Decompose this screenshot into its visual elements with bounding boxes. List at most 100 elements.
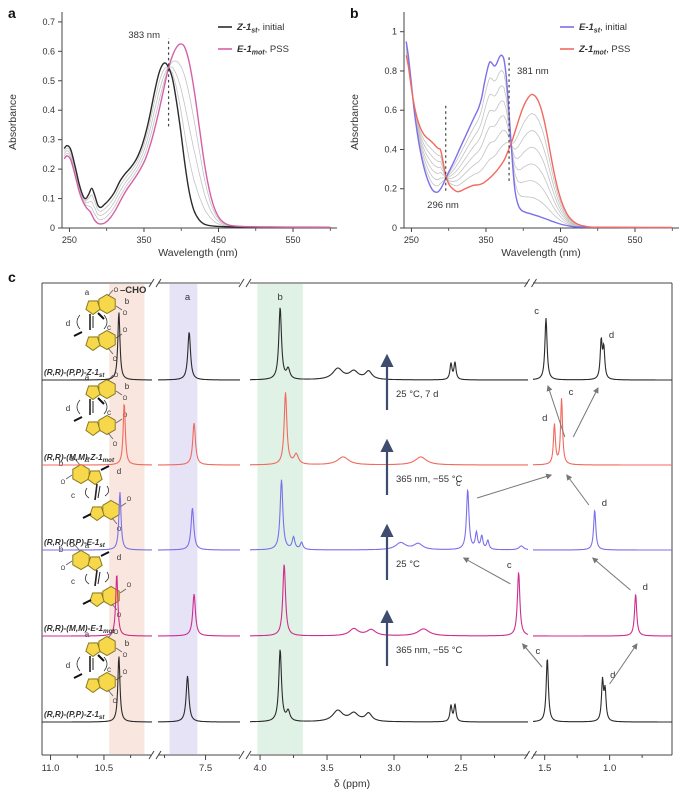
x-tick-label: 550	[627, 235, 642, 245]
intermediate-curve	[63, 60, 331, 228]
ring-pentagon	[85, 300, 101, 316]
ring-hexagon	[98, 414, 116, 436]
legend-entry: Z-1st, initial	[236, 22, 284, 35]
nmr-highlight-bands	[109, 284, 303, 754]
nmr-trace-3: c d (R,R)-(P,P)-E-1st	[42, 478, 672, 551]
ring-hexagon	[72, 549, 90, 571]
axis-break-mark	[531, 750, 537, 760]
panel-b-plot: 0 0.2 0.4 0.6 0.8 1 250 350 450 550	[384, 12, 679, 245]
panel-c-letter: c	[8, 270, 16, 285]
x-tick-label: 2.5	[454, 763, 467, 774]
oxygen-label: O	[123, 396, 128, 402]
y-tick-label: 0.6	[384, 105, 397, 115]
rotation-arc	[104, 485, 109, 497]
highlight-band	[169, 284, 198, 754]
panel-b-absorption-chart: b 0 0.2 0.4 0.6 0.8 1 250 350 450 550 Wavelength …	[349, 5, 679, 259]
methyl-bond	[97, 312, 105, 320]
axle-bond	[94, 569, 98, 587]
nmr-trace-2: d c (R,R)-(M,M)-Z-1mot	[42, 387, 672, 466]
intermediate-curve	[405, 49, 673, 228]
panel-c-x-axis-title: δ (ppm)	[334, 778, 370, 790]
axis-break-mark	[524, 750, 530, 760]
legend-entry: Z-1mot, PSS	[578, 44, 630, 57]
trace-segment	[533, 398, 672, 466]
y-tick-label: 0.6	[42, 46, 55, 56]
trace-segment	[250, 392, 528, 466]
struct-label-c: c	[71, 491, 75, 500]
oxygen-label: O	[127, 497, 132, 503]
initial-curve	[405, 41, 673, 229]
oxygen-label: O	[61, 566, 66, 572]
y-tick-label: 0.4	[42, 105, 55, 115]
struct-label-c: c	[107, 665, 111, 674]
axis-break-mark	[238, 278, 245, 288]
y-tick-label: 0.1	[42, 194, 55, 204]
oxygen-label: O	[123, 328, 128, 334]
process-condition-label: 365 nm, −55 °C	[396, 474, 463, 485]
x-tick-label: 3.5	[320, 763, 333, 774]
ring-hexagon	[98, 671, 116, 693]
axis-break-mark	[524, 278, 530, 288]
trace-segment	[533, 317, 672, 381]
trace-segment	[533, 509, 672, 551]
molecule-structure-1: O O O Oa b c d	[66, 288, 130, 363]
rotation-arc	[85, 573, 90, 585]
intermediate-curve	[405, 45, 673, 228]
substituent-bond	[107, 347, 114, 355]
substituent-bond	[107, 432, 114, 440]
substituent-bond	[115, 418, 123, 424]
trace-segment	[250, 479, 528, 551]
peak-shift-arrow	[591, 557, 631, 591]
peak-shift-arrow	[546, 385, 566, 438]
peak-label: c	[569, 387, 574, 398]
methyl-bond	[97, 654, 105, 662]
axis-break-mark	[245, 278, 252, 288]
nmr-trace-1: c d (R,R)-(P,P)-Z-1st	[42, 306, 672, 381]
trace-segment	[533, 659, 672, 723]
trace-segment	[42, 575, 152, 637]
x-tick-label: 450	[553, 235, 568, 245]
ring-pentagon	[87, 470, 103, 486]
ring-hexagon	[102, 585, 120, 607]
methyl-bond	[82, 599, 92, 605]
trace-name: (R,R)-(M,M)-Z-1mot	[44, 453, 115, 464]
methyl-bond	[73, 416, 83, 422]
struct-label-d: d	[117, 553, 121, 562]
y-tick-label: 0.2	[384, 184, 397, 194]
x-tick-label: 350	[478, 235, 493, 245]
oxygen-label: O	[61, 480, 66, 486]
substituent-bond	[65, 474, 73, 480]
oxygen-label: O	[123, 653, 128, 659]
peak-label: d	[542, 413, 547, 424]
axle-bond	[94, 483, 98, 501]
rotation-arc	[103, 314, 108, 330]
x-tick-label: 450	[211, 235, 226, 245]
intermediate-curve	[405, 47, 673, 228]
axis-break-mark	[531, 278, 537, 288]
x-tick-label: 7.5	[199, 763, 212, 774]
axis-break-mark	[155, 278, 162, 288]
substituent-bond	[119, 588, 127, 594]
panel-c-nmr-stack: c 11.0 10.5 7.5 4.0 3.5 3.0 2.5 1.5 1.0 OOOOabcd…	[8, 270, 673, 790]
ring-pentagon	[85, 642, 101, 658]
ring-hexagon	[98, 635, 116, 657]
x-tick-label: 250	[62, 235, 77, 245]
struct-label-b: b	[125, 297, 130, 306]
axis-break-mark	[238, 750, 245, 760]
pss-curve	[405, 55, 673, 229]
y-tick-label: 0.5	[42, 76, 55, 86]
x-tick-label: 550	[285, 235, 300, 245]
oxygen-label: O	[127, 583, 132, 589]
x-tick-label: 11.0	[42, 763, 60, 774]
panel-b-y-axis-title: Absorbance	[349, 94, 361, 150]
substituent-bond	[115, 305, 123, 311]
x-tick-label: 3.0	[387, 763, 400, 774]
trace-segment	[42, 492, 152, 551]
struct-label-a: a	[85, 455, 90, 464]
oxygen-label: O	[113, 699, 118, 705]
peak-label: c	[507, 560, 512, 571]
ring-hexagon	[102, 499, 120, 521]
cho-region-label: –CHO	[120, 285, 146, 296]
